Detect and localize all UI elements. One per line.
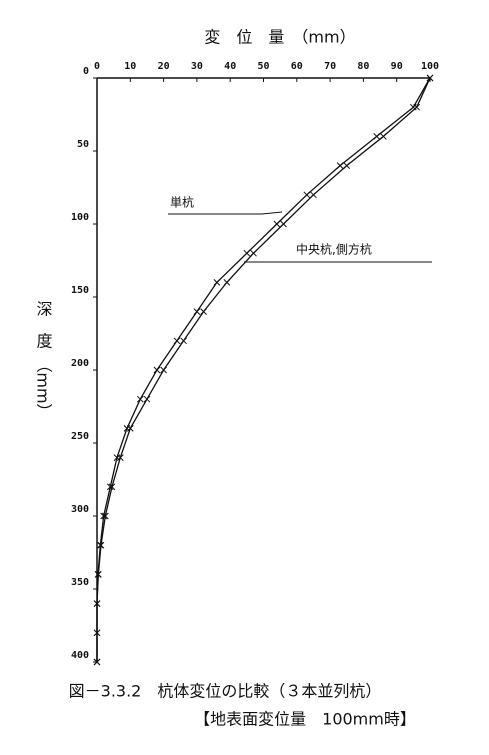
marker: [123, 425, 131, 432]
y-tick-label: 350: [71, 577, 89, 588]
marker: [380, 133, 387, 140]
marker: [303, 191, 311, 199]
marker: [100, 512, 108, 520]
x-tick-label: 60: [291, 61, 303, 72]
x-tick-label: 30: [191, 61, 203, 72]
y-tick-label: 50: [77, 139, 89, 150]
leader-line: [168, 211, 283, 215]
marker: [94, 571, 102, 578]
x-tick-label: 20: [158, 61, 170, 72]
marker: [113, 454, 121, 461]
marker: [213, 279, 221, 286]
marker: [153, 366, 161, 374]
x-tick-label: 90: [391, 61, 403, 72]
marker: [273, 220, 281, 228]
y-tick-label: 100: [71, 212, 89, 223]
marker: [409, 103, 417, 111]
marker: [336, 162, 344, 169]
series-line: [96, 77, 431, 662]
marker: [173, 337, 181, 345]
marker: [343, 162, 351, 169]
marker: [223, 279, 231, 286]
x-tick-label: 100: [421, 61, 439, 72]
marker: [373, 133, 381, 140]
x-tick-label: 50: [257, 61, 269, 72]
marker: [243, 249, 251, 257]
marker: [426, 74, 434, 82]
y-tick-label: 400: [71, 650, 89, 661]
marker: [93, 658, 101, 666]
marker: [310, 191, 317, 199]
marker: [193, 308, 201, 315]
marker: [250, 249, 257, 257]
marker: [180, 337, 187, 345]
x-tick-label: 80: [357, 61, 369, 72]
marker: [93, 600, 101, 607]
marker: [96, 541, 104, 549]
x-tick-label: 40: [224, 61, 236, 72]
caption: 図－3.3.2 杭体変位の比較（３本並列杭）: [69, 682, 382, 701]
caption: 【地表面変位量 100mm時】: [194, 710, 416, 729]
y-tick-label: 200: [71, 358, 89, 369]
marker: [136, 395, 144, 403]
y-tick-label: 300: [71, 504, 89, 515]
marker: [106, 483, 114, 491]
marker: [93, 629, 101, 637]
x-tick-label: 10: [124, 61, 136, 72]
x-tick-label: 70: [324, 61, 336, 72]
y-axis-title: 深 度 （mm）: [34, 300, 53, 419]
y-tick-label: 0: [83, 66, 89, 77]
x-tick-label: 0: [94, 61, 100, 72]
marker: [200, 308, 207, 315]
annotation: 中央杭,側方杭: [296, 242, 372, 257]
y-tick-label: 150: [71, 285, 89, 296]
series-line: [96, 77, 431, 662]
x-axis-title: 変 位 量 （mm）: [204, 28, 355, 47]
marker: [160, 366, 167, 374]
marker: [143, 395, 151, 403]
marker: [280, 220, 287, 228]
annotation: 単杭: [170, 195, 194, 210]
y-tick-label: 250: [71, 431, 89, 442]
